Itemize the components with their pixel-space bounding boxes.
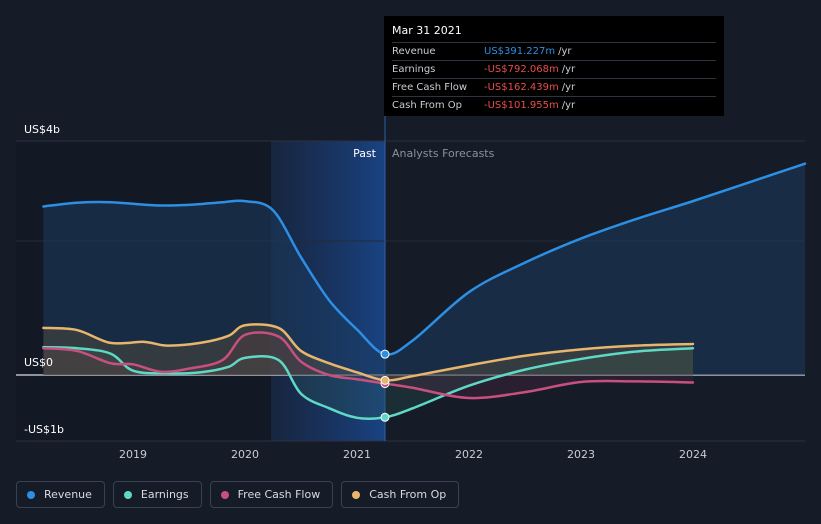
forecast-label: Analysts Forecasts [392,147,495,160]
series-area [43,347,693,419]
y-axis-label-bottom: -US$1b [24,423,64,436]
series-point [380,349,390,359]
legend-item-revenue[interactable]: Revenue [16,481,105,508]
series-line [42,345,695,420]
legend-item-cash-from-op[interactable]: Cash From Op [341,481,460,508]
x-tick-label: 2022 [455,448,483,461]
tooltip-label: Revenue [392,46,436,57]
tooltip-unit: /yr [561,82,576,93]
tooltip-unit: /yr [558,46,572,57]
tooltip-label: Free Cash Flow [392,82,468,93]
legend: Revenue Earnings Free Cash Flow Cash Fro… [16,481,460,508]
tooltip: Mar 31 2021 Revenue US$391.227m /yr Earn… [384,16,724,116]
tooltip-value: -US$792.068m [484,64,559,75]
legend-dot-icon [352,490,361,499]
legend-item-free-cash-flow[interactable]: Free Cash Flow [209,481,334,508]
series-line [42,162,807,356]
x-tick-label: 2020 [231,448,259,461]
tooltip-unit: /yr [561,100,576,111]
tooltip-row-cash-from-op: Cash From Op -US$101.955m /yr [392,96,716,114]
series-area [43,163,805,375]
series-line [42,331,695,400]
x-tick-label: 2021 [343,448,371,461]
tooltip-label: Cash From Op [392,100,463,111]
tooltip-value: -US$162.439m [484,82,559,93]
legend-item-earnings[interactable]: Earnings [112,481,202,508]
tooltip-value: -US$101.955m [484,100,559,111]
x-tick-label: 2019 [119,448,147,461]
series-line [42,323,695,382]
legend-label: Free Cash Flow [237,488,321,501]
legend-label: Earnings [140,488,189,501]
legend-dot-icon [123,490,132,499]
tooltip-row-earnings: Earnings -US$792.068m /yr [392,60,716,78]
series-point [380,412,390,422]
tooltip-value: US$391.227m [484,46,556,57]
y-axis-label-top: US$4b [24,123,60,136]
x-tick-label: 2023 [567,448,595,461]
tooltip-date: Mar 31 2021 [392,24,462,37]
past-label: Past [353,147,377,160]
y-axis-label-zero: US$0 [24,356,53,369]
legend-dot-icon [27,490,35,499]
legend-label: Revenue [44,488,92,501]
legend-dot-icon [220,490,229,499]
series-area [43,332,693,399]
legend-label: Cash From Op [369,488,447,501]
series-point [380,375,390,385]
x-tick-label: 2024 [679,448,707,461]
tooltip-unit: /yr [561,64,576,75]
tooltip-row-free-cash-flow: Free Cash Flow -US$162.439m /yr [392,78,716,96]
tooltip-row-revenue: Revenue US$391.227m /yr [392,42,716,60]
tooltip-label: Earnings [392,64,436,75]
